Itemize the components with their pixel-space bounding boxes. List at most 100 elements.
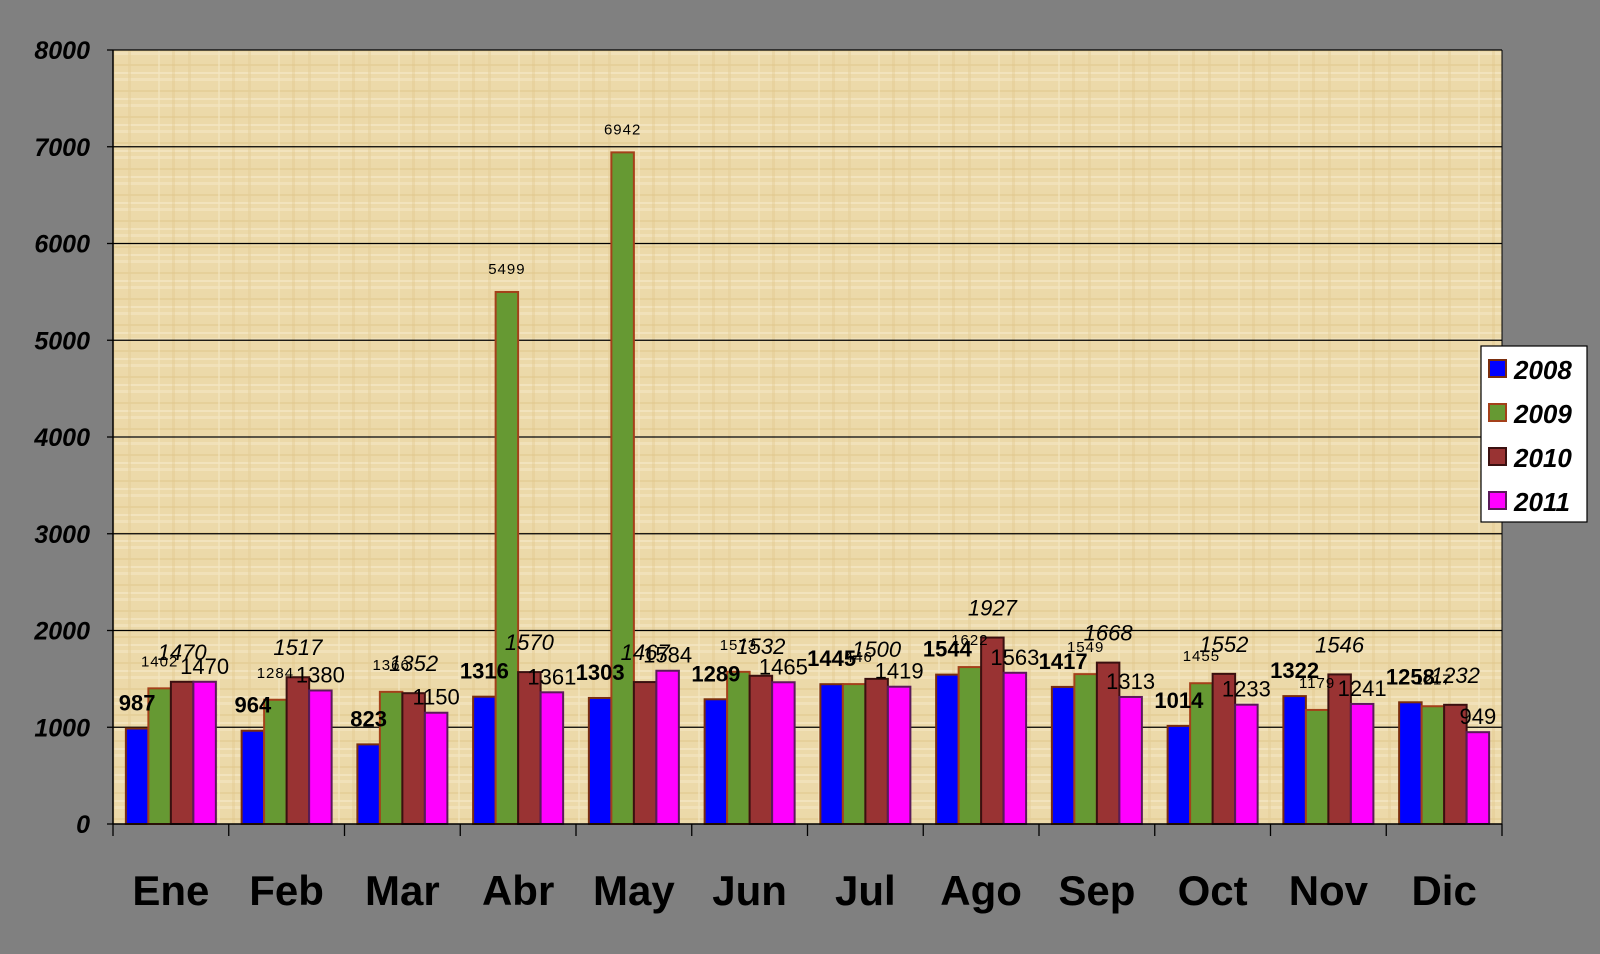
data-label-2008: 987 xyxy=(119,691,156,716)
data-label-2008: 1014 xyxy=(1154,688,1204,713)
data-label-2008: 1316 xyxy=(460,659,509,684)
bar-2009-Jul xyxy=(841,683,867,825)
bar-2011-Mar xyxy=(423,711,449,825)
bar-2011-Jul xyxy=(886,685,912,825)
gridlines xyxy=(113,49,1502,728)
y-tick-label: 1000 xyxy=(34,714,90,742)
data-label-2009: 1455 xyxy=(1183,648,1220,665)
data-label-2008: 964 xyxy=(235,693,272,718)
legend: 2008 2009 2010 2011 xyxy=(1480,345,1588,523)
legend-label-2009: 2009 xyxy=(1513,399,1572,429)
bar-2009-Nov xyxy=(1304,708,1330,826)
legend-swatch-2011 xyxy=(1488,491,1507,510)
data-label-2011: 1584 xyxy=(643,643,692,668)
bar-2010-Jul xyxy=(864,677,889,825)
data-label-2011: 1361 xyxy=(527,664,576,689)
y-tick-label: 3000 xyxy=(34,521,90,549)
bar-2008-Ago xyxy=(935,673,960,825)
data-label-2009: 1622 xyxy=(951,632,988,649)
bar-2010-Feb xyxy=(285,676,311,825)
data-label-2010: 1552 xyxy=(1199,632,1248,657)
data-label-2008: 1289 xyxy=(691,661,740,686)
bar-2011-May xyxy=(655,669,680,825)
data-label-2008: 1417 xyxy=(1039,649,1088,674)
bar-2011-Ago xyxy=(1002,671,1028,825)
x-tick-label: Mar xyxy=(365,867,440,914)
data-label-2010: 1927 xyxy=(968,596,1018,621)
bar-2009-Abr xyxy=(494,290,520,825)
bar-2008-Jul xyxy=(819,683,844,825)
data-label-2009: 1366 xyxy=(372,657,409,674)
data-label-2010: 1668 xyxy=(1084,621,1134,646)
data-label-2009: 1402 xyxy=(141,653,178,670)
data-label-2010: 1517 xyxy=(273,635,323,660)
bar-2011-Abr xyxy=(539,691,565,825)
data-label-2009: 6942 xyxy=(604,121,641,138)
data-label-2011: 1150 xyxy=(412,685,459,710)
bar-2011-Ene xyxy=(192,680,217,826)
data-label-2010: 1532 xyxy=(736,634,785,659)
bar-2011-Oct xyxy=(1234,703,1259,826)
x-tick-label: Oct xyxy=(1178,867,1248,914)
legend-label-2011: 2011 xyxy=(1513,487,1570,517)
data-label-2011: 949 xyxy=(1460,704,1497,729)
y-tick-label: 8000 xyxy=(34,37,90,65)
bar-2011-Jun xyxy=(771,681,796,825)
bar-2008-May xyxy=(587,696,613,825)
x-tick-label: Sep xyxy=(1058,867,1135,914)
data-label-2008: 1303 xyxy=(576,660,625,685)
data-label-2011: 1241 xyxy=(1338,676,1387,701)
y-tick-labels: 0 1000 2000 3000 4000 5000 6000 7000 8000 xyxy=(33,37,90,839)
data-label-2011: 1470 xyxy=(180,654,229,679)
bar-2010-Jun xyxy=(748,674,774,825)
x-tick-label: Dic xyxy=(1411,867,1476,914)
data-label-2011: 1419 xyxy=(875,659,924,684)
data-label-2011: 1563 xyxy=(990,645,1039,670)
y-tick-label: 5000 xyxy=(34,327,90,355)
y-tick-label: 0 xyxy=(76,811,90,839)
y-tick-label: 4000 xyxy=(33,424,90,452)
data-label-2009: 1573 xyxy=(720,637,757,654)
bar-2009-May xyxy=(610,151,635,825)
legend-swatch-2008 xyxy=(1488,359,1507,378)
legend-swatch-2010 xyxy=(1488,447,1507,466)
data-label-2009: 5499 xyxy=(488,261,525,278)
bar-2010-Abr xyxy=(517,671,542,825)
data-label-2010: 1546 xyxy=(1315,632,1365,657)
data-labels: 987 964 823 1316 1303 1289 1445 1544 1417 1014 132… xyxy=(119,121,1496,731)
data-label-2010: 1470 xyxy=(158,640,208,665)
data-label-2011: 1465 xyxy=(759,654,808,679)
legend-label-2008: 2008 xyxy=(1513,355,1572,385)
legend-label-2010: 2010 xyxy=(1513,443,1572,473)
y-tick-label: 6000 xyxy=(34,231,90,259)
bar-2008-Sep xyxy=(1050,685,1076,826)
bar-2008-Mar xyxy=(356,743,381,826)
y-tick-label: 2000 xyxy=(33,618,90,646)
data-label-2011: 1233 xyxy=(1222,677,1271,702)
bar-2011-Dic xyxy=(1465,731,1491,826)
data-label-2009: 1179 xyxy=(1299,675,1335,692)
data-label-2009: 1446 xyxy=(835,649,872,666)
data-label-2009: 1284 xyxy=(257,665,294,682)
bar-2011-Sep xyxy=(1118,695,1143,825)
bar-2010-Mar xyxy=(401,692,426,825)
bar-2009-Ago xyxy=(957,666,983,825)
bar-2008-Oct xyxy=(1166,724,1192,826)
data-label-2009: 1217 xyxy=(1414,671,1451,688)
data-label-2010: 1232 xyxy=(1431,663,1480,688)
bar-2009-Dic xyxy=(1420,705,1446,825)
bar-2008-Ene xyxy=(124,727,150,825)
x-tick-label: Feb xyxy=(249,867,324,914)
data-label-2010: 1500 xyxy=(852,637,902,662)
bars xyxy=(124,151,1491,826)
data-label-2010: 1467 xyxy=(621,640,671,665)
bar-2008-Feb xyxy=(240,729,266,825)
data-label-2009: 1549 xyxy=(1067,639,1104,656)
y-tick-label: 7000 xyxy=(34,134,90,162)
data-label-2008: 1258 xyxy=(1386,664,1435,689)
bar-2008-Abr xyxy=(472,695,497,825)
bar-2009-Jun xyxy=(726,670,751,825)
bar-2011-Nov xyxy=(1349,702,1375,825)
data-label-2008: 1322 xyxy=(1270,658,1319,683)
x-tick-label: Ago xyxy=(940,867,1022,914)
